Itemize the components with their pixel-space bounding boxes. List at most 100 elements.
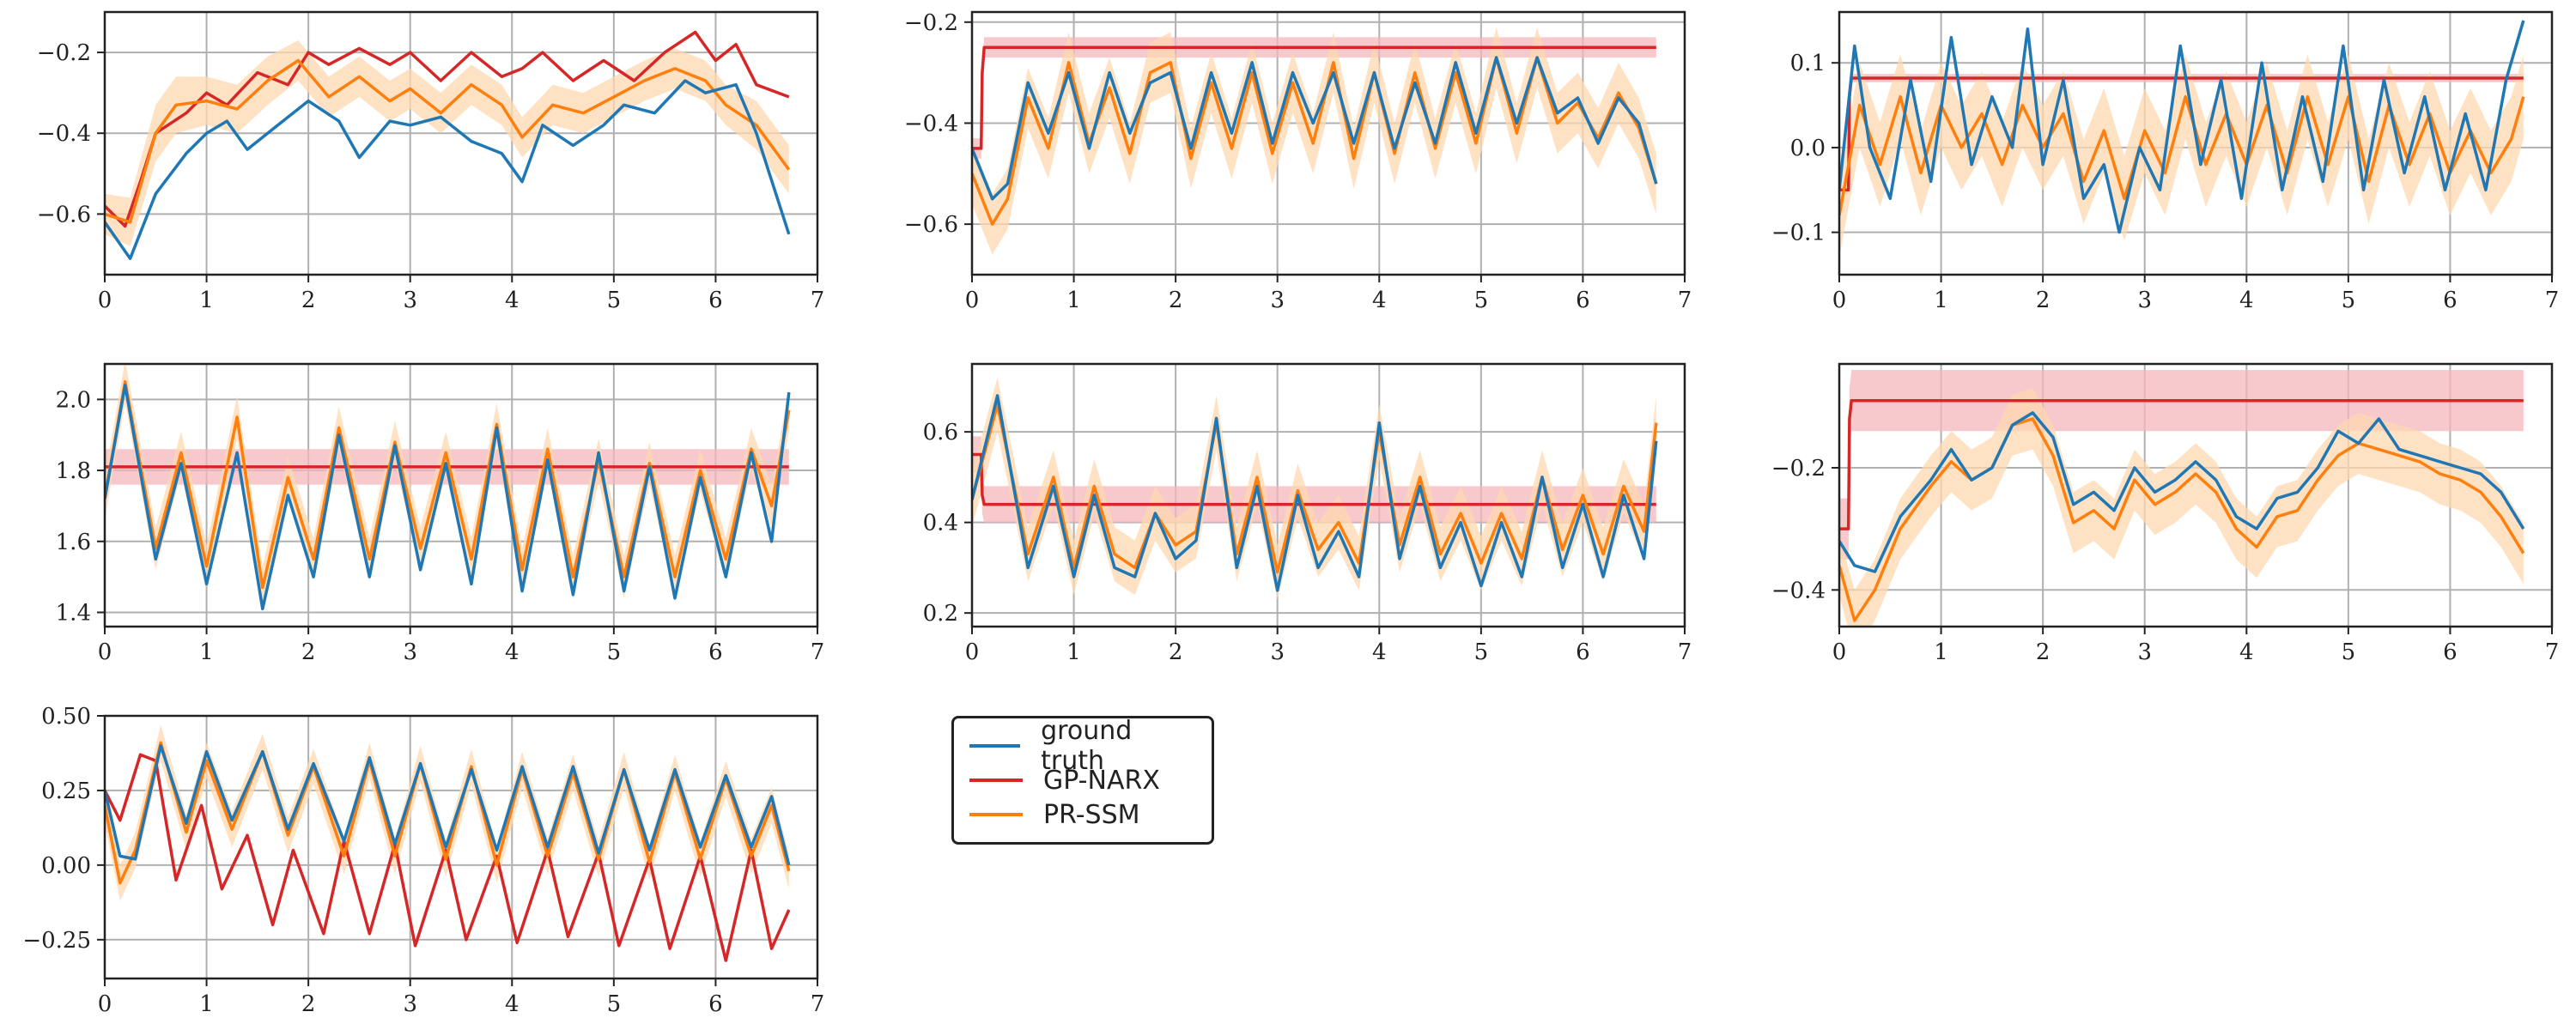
y-tick-label: 0.1 [1790,51,1826,76]
x-tick-label: 1 [1934,639,1948,665]
plot-area [972,27,1658,255]
x-tick-label: 5 [607,639,622,665]
ground-truth-line [105,79,791,260]
x-tick-label: 3 [2137,639,2152,665]
x-tick-label: 5 [1474,639,1489,665]
x-tick-label: 0 [98,288,112,313]
plot-area [105,724,791,962]
ground-truth-line [972,394,1658,592]
y-tick-label: 0.00 [41,853,91,879]
panel-7: 0 1 2 3 4 5 6 7 −0.25 0.00 0.25 0.50 [22,704,824,1017]
x-tick-label: 7 [1678,639,1692,665]
x-tick-label: 7 [2545,288,2560,313]
x-tick-label: 3 [403,288,417,313]
legend: ground truth GP-NARX PR-SSM [951,716,1214,845]
y-tick-label: −0.2 [904,10,958,36]
x-tick-label: 2 [1169,639,1183,665]
pr-ssm-line [105,58,791,224]
legend-swatch-ground-truth [969,744,1021,748]
ground-truth-line [1839,20,2525,234]
panel-5: 0 1 2 3 4 5 6 7 0.2 0.4 0.6 [923,362,1692,665]
x-tick-label: 0 [98,991,112,1017]
x-tick-label: 6 [1576,288,1590,313]
x-tick-label: 4 [1372,639,1387,665]
y-tick-label: 2.0 [56,387,91,413]
x-tick-label: 5 [607,288,622,313]
gp-narx-line [105,753,791,962]
y-tick-label: −0.25 [22,928,91,954]
gp-narx-line [972,452,1656,506]
legend-item-gp-narx: GP-NARX [969,763,1196,797]
axes-frame [1838,10,2554,276]
x-tick-label: 1 [1934,288,1948,313]
x-tick-label: 1 [199,639,214,665]
axes-frame [970,362,1686,628]
x-tick-label: 4 [505,991,519,1017]
legend-label-pr-ssm: PR-SSM [1043,799,1140,830]
gp-narx-band [972,37,1656,159]
panel-2: 0 1 2 3 4 5 6 7 −0.6 −0.4 −0.2 [904,10,1692,313]
plot-area [972,377,1658,600]
x-tick-label: 3 [403,639,417,665]
x-tick-label: 6 [2443,288,2458,313]
x-tick-label: 2 [2036,288,2050,313]
panel-1: 0 1 2 3 4 5 6 7 −0.6 −0.4 −0.2 [37,10,825,313]
x-tick-label: 7 [811,288,825,313]
pr-ssm-line [105,379,791,590]
x-tick-label: 1 [199,991,214,1017]
panel-6: 0 1 2 3 4 5 6 7 −0.4 −0.2 [1771,362,2560,665]
x-tick-label: 1 [1066,639,1081,665]
x-tick-label: 5 [1474,288,1489,313]
x-tick-label: 2 [301,288,316,313]
x-tick-label: 7 [811,991,825,1017]
x-tick-label: 5 [2342,639,2356,665]
x-tick-label: 2 [1169,288,1183,313]
x-tick-label: 0 [965,639,980,665]
y-tick-label: 0.0 [1790,136,1826,161]
legend-swatch-gp-narx [969,779,1023,782]
x-tick-label: 5 [2342,288,2356,313]
y-tick-label: 0.25 [41,779,91,804]
x-tick-label: 6 [708,639,723,665]
x-tick-label: 4 [2239,288,2254,313]
y-tick-label: 0.2 [923,601,958,627]
x-tick-label: 0 [1832,639,1847,665]
pr-ssm-line [972,403,1658,574]
x-tick-label: 7 [1678,288,1692,313]
legend-item-ground-truth: ground truth [969,716,1196,776]
axes-frame [103,714,819,980]
x-tick-label: 6 [2443,639,2458,665]
y-tick-label: −0.6 [37,202,91,227]
y-tick-label: 0.4 [923,511,958,536]
axes-frame [103,10,819,276]
x-tick-label: 6 [708,991,723,1017]
x-tick-label: 2 [301,639,316,665]
y-tick-label: 1.8 [56,458,91,484]
x-tick-label: 3 [1270,288,1285,313]
x-tick-label: 3 [1270,639,1285,665]
y-tick-label: 0.50 [41,704,91,730]
panel-4: 0 1 2 3 4 5 6 7 1.4 1.6 1.8 2.0 [56,362,825,665]
pr-ssm-line [1839,94,2525,216]
gp-narx-band [972,436,1656,523]
axes-frame [1838,362,2554,628]
ground-truth-line [972,56,1658,201]
x-tick-label: 0 [965,288,980,313]
y-tick-label: 1.4 [56,600,91,626]
legend-label-ground-truth: ground truth [1041,716,1133,776]
plot-area [105,30,791,260]
y-tick-label: −0.4 [37,121,91,147]
x-tick-label: 3 [403,991,417,1017]
y-tick-label: −0.4 [1771,578,1826,603]
pr-ssm-band [105,724,789,901]
x-tick-label: 7 [811,639,825,665]
x-tick-label: 1 [199,288,214,313]
x-tick-label: 2 [2036,639,2050,665]
ground-truth-line [105,744,791,866]
legend-label-gp-narx: GP-NARX [1043,765,1160,796]
x-tick-label: 4 [2239,639,2254,665]
x-tick-label: 7 [2545,639,2560,665]
gp-narx-line [1839,398,2524,530]
y-tick-label: −0.2 [37,40,91,66]
